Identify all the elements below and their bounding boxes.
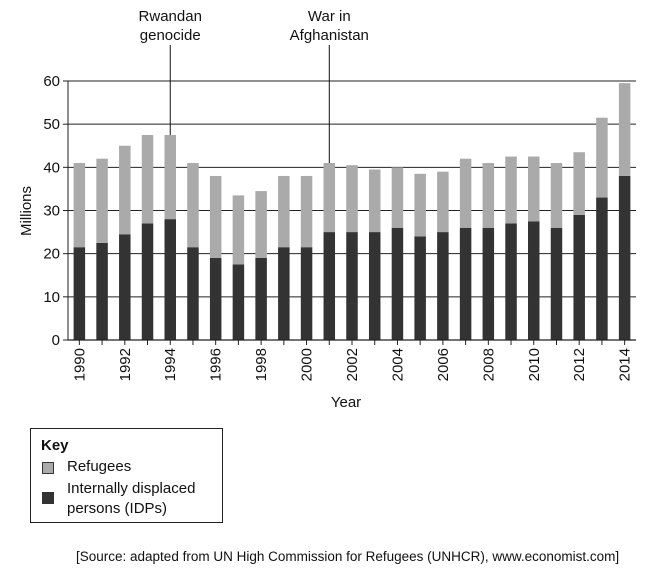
legend-title: Key [41, 437, 69, 454]
x-tick-label: 2000 [299, 348, 316, 381]
annotation-label-line1: War in [308, 8, 351, 25]
bar-idps-2007 [459, 227, 472, 340]
annotation-label-line1: Rwandan [139, 8, 202, 25]
annotations: Rwandan genocide War in Afghanistan [139, 8, 369, 164]
bar-idps-2003 [368, 232, 381, 340]
chart: 0 10 20 30 40 50 60 1990 1992 1994 1996 1998 2000 200… [18, 8, 636, 411]
legend-label-idps-line2: persons (IDPs) [67, 500, 168, 517]
bar-refugees-2002 [346, 165, 358, 233]
y-tick-label: 40 [43, 159, 60, 176]
bar-refugees-1992 [119, 145, 131, 235]
bar-refugees-2012 [573, 152, 585, 215]
legend-label-refugees: Refugees [67, 458, 132, 475]
bar-idps-1992 [119, 234, 131, 340]
bar-refugees-2010 [528, 156, 540, 222]
bar-idps-2009 [505, 223, 517, 340]
x-tick-label: 2012 [571, 348, 588, 381]
bar-idps-1999 [278, 247, 290, 340]
legend-swatch-refugees [42, 462, 54, 474]
y-tick-label: 10 [43, 289, 60, 306]
bar-refugees-1990 [73, 163, 86, 248]
bar-refugees-1996 [209, 175, 222, 258]
bar-idps-1995 [187, 247, 199, 340]
bar-refugees-2005 [414, 173, 426, 237]
x-tick-label: 2002 [344, 348, 361, 381]
bar-refugees-1994 [164, 134, 176, 220]
x-tick-label: 1992 [117, 348, 134, 381]
bar-refugees-2008 [482, 163, 495, 228]
x-tick-label: 1994 [162, 348, 179, 381]
bar-idps-2001 [323, 232, 336, 340]
bar-idps-2005 [414, 236, 426, 340]
legend-swatch-idps [42, 492, 54, 504]
axes: 0 10 20 30 40 50 60 1990 1992 1994 1996 1998 2000 200… [43, 73, 636, 381]
bar-idps-2000 [300, 247, 313, 340]
bar-idps-1997 [232, 264, 245, 340]
bar-idps-1994 [164, 219, 176, 340]
bar-idps-1990 [73, 247, 86, 340]
bar-idps-2011 [550, 227, 563, 340]
bar-refugees-2007 [459, 158, 472, 228]
x-tick-label: 2006 [435, 348, 452, 381]
bar-idps-1993 [141, 223, 154, 340]
bar-refugees-2003 [368, 169, 381, 233]
y-tick-label: 0 [52, 332, 60, 349]
bar-idps-2008 [482, 227, 495, 340]
bar-idps-1996 [209, 257, 222, 340]
legend: Key Refugees Internally displaced person… [30, 428, 223, 523]
x-tick-label: 2010 [526, 348, 543, 381]
annotation-label-line2: Afghanistan [290, 27, 369, 44]
bar-refugees-1991 [96, 158, 108, 243]
bar-refugees-1995 [187, 163, 199, 248]
bar-idps-2012 [573, 214, 585, 340]
bar-refugees-2000 [300, 175, 313, 248]
bar-idps-1991 [96, 242, 108, 340]
bar-refugees-1998 [255, 191, 267, 258]
bar-refugees-2001 [323, 163, 336, 233]
y-tick-label: 20 [43, 246, 60, 263]
bar-refugees-1997 [232, 195, 245, 265]
bar-idps-2014 [618, 175, 631, 340]
bar-refugees-2009 [505, 156, 517, 224]
bar-idps-2013 [596, 197, 608, 340]
bar-refugees-2013 [596, 117, 608, 198]
bar-idps-1998 [255, 257, 267, 340]
bar-idps-2010 [528, 221, 540, 340]
x-tick-label: 1996 [208, 348, 225, 381]
bar-refugees-1993 [141, 134, 154, 224]
y-tick-label: 50 [43, 116, 60, 133]
y-tick-label: 60 [43, 73, 60, 90]
y-axis-label: Millions [18, 186, 35, 236]
x-tick-label: 1990 [71, 348, 88, 381]
bar-refugees-1999 [278, 175, 290, 248]
x-tick-label: 2004 [389, 348, 406, 381]
bar-refugees-2014 [618, 83, 631, 176]
legend-label-idps-line1: Internally displaced [67, 480, 196, 497]
x-tick-label: 1998 [253, 348, 270, 381]
source-note: [Source: adapted from UN High Commission… [76, 549, 620, 564]
bar-refugees-2006 [437, 171, 449, 233]
y-tick-label: 30 [43, 203, 60, 220]
x-tick-label: 2014 [617, 348, 634, 381]
annotation-label-line2: genocide [140, 27, 201, 44]
x-tick-label: 2008 [480, 348, 497, 381]
bar-refugees-2011 [550, 163, 563, 228]
bar-refugees-2004 [391, 167, 404, 228]
bar-idps-2004 [391, 227, 404, 340]
bars [73, 83, 631, 340]
bar-idps-2006 [437, 232, 449, 340]
bar-idps-2002 [346, 232, 358, 340]
x-axis-label: Year [331, 394, 361, 411]
